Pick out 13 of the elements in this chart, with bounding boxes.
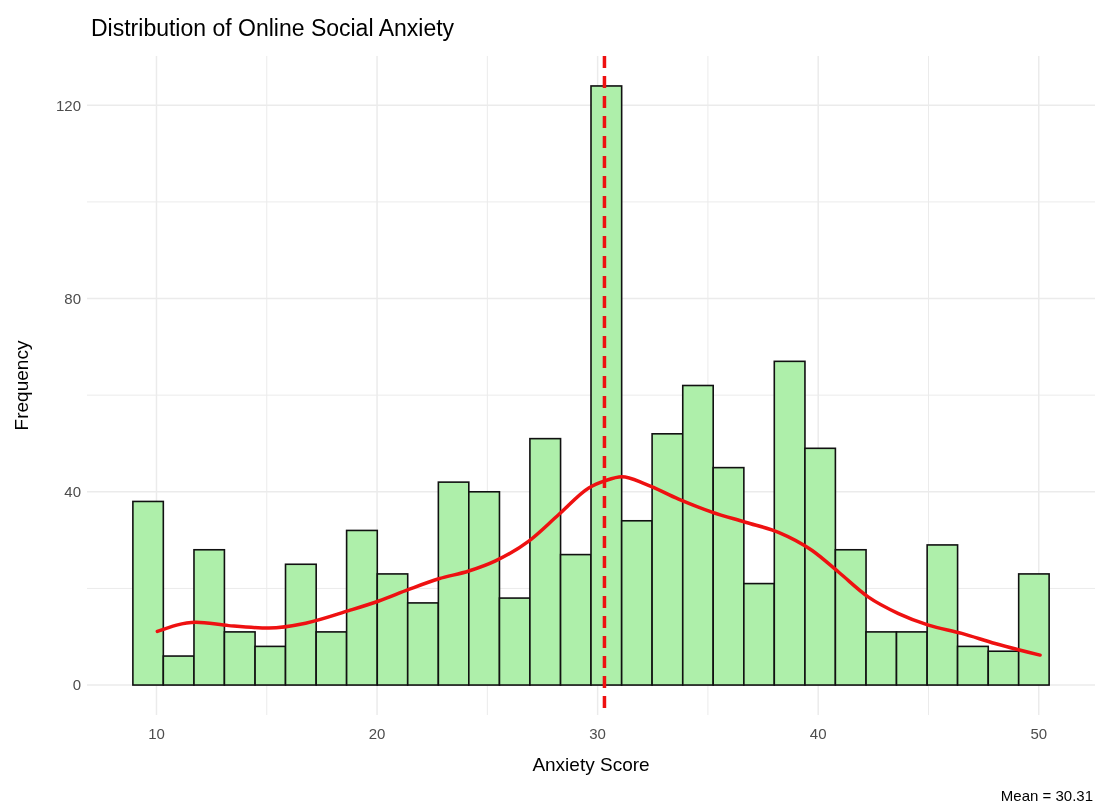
x-tick-label: 50 — [1030, 725, 1048, 742]
text: Mean = 30.31 — [1000, 787, 1093, 804]
x-tick-label: 20 — [368, 725, 386, 742]
x-tick-label: 10 — [148, 725, 165, 742]
x-axis-title: Anxiety Score — [532, 754, 650, 775]
x-tick-label: 40 — [809, 725, 827, 742]
chart-title: Distribution of Online Social Anxiety — [91, 15, 455, 41]
y-tick-label: 120 — [55, 96, 81, 114]
y-tick-label: 80 — [64, 289, 81, 307]
y-tick-label: 0 — [72, 676, 81, 694]
y-axis-title: Frequency — [11, 340, 32, 431]
y-tick-label: 40 — [64, 483, 81, 501]
x-tick-label: 30 — [589, 725, 606, 742]
